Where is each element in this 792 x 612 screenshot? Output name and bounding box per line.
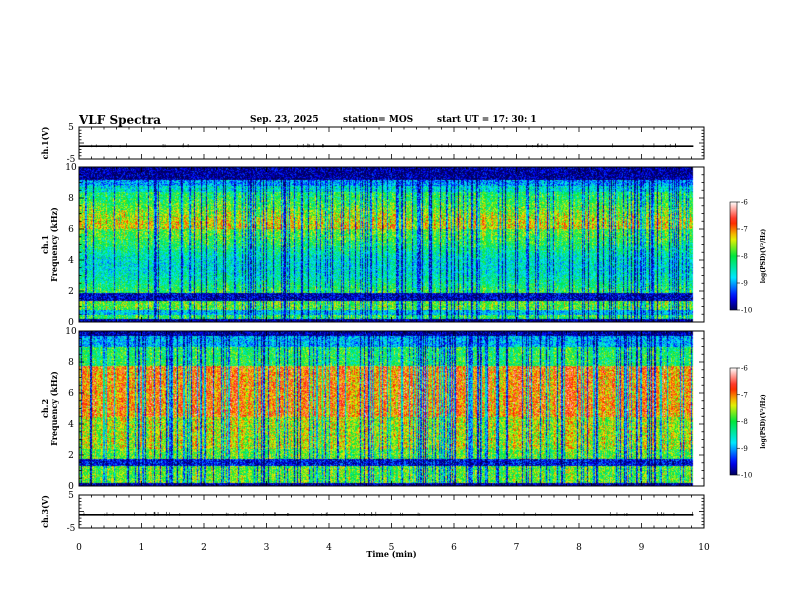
ch2-spectrogram-colorbar-tick-label: -7	[741, 391, 748, 399]
x-tick-label: 9	[639, 543, 645, 553]
ch1-spectrogram-ylabel: ch.1	[40, 235, 50, 254]
figure-title: VLF Spectra	[79, 113, 162, 127]
ch2-spectrogram-ytick-label: 10	[65, 327, 77, 337]
x-tick-label: 6	[451, 543, 457, 553]
x-tick-label: 4	[326, 543, 332, 553]
ch1-spectrogram-ytick-label: 6	[68, 225, 74, 235]
ch2-spectrogram-colorbar-label: log(PSD)(V²/Hz)	[760, 394, 767, 449]
ch1-spectrogram-ytick-label: 10	[65, 163, 77, 173]
x-tick-label: 0	[76, 543, 82, 553]
ch1-spectrogram-colorbar-tick-label: -6	[741, 199, 748, 207]
ch2-spectrogram-ytick-label: 0	[68, 482, 74, 492]
axes-layer	[78, 126, 740, 529]
x-tick-label: 5	[389, 543, 395, 553]
ch1-spectrogram-ytick-label: 4	[68, 256, 74, 266]
ch1-spectrogram-ytick-label: 8	[68, 194, 74, 204]
x-tick-label: 10	[698, 543, 710, 553]
ch1-spectrogram-image	[79, 167, 704, 322]
ch1-spectrogram-colorbar-tick-label: -10	[741, 307, 752, 315]
ch1-waveform-ytick-label: -5	[67, 155, 76, 165]
ch2-spectrogram-colorbar-tick-label: -10	[741, 472, 752, 480]
ch2-spectrogram-ylabel: ch.2	[40, 399, 50, 418]
ch3-waveform-ylabel: ch.3(V)	[40, 495, 50, 528]
ch1-spectrogram-colorbar-label: log(PSD)(V²/Hz)	[760, 229, 767, 284]
x-tick-label: 2	[201, 543, 207, 553]
ch1-spectrogram-colorbar	[729, 201, 738, 311]
x-tick-label: 7	[514, 543, 520, 553]
ch2-spectrogram-ytick-label: 2	[68, 451, 74, 461]
ch1-spectrogram-colorbar-tick-label: -7	[741, 226, 748, 234]
date-label: Sep. 23, 2025	[250, 115, 319, 125]
ch2-spectrogram-colorbar-tick-label: -9	[741, 445, 748, 453]
ch2-spectrogram-colorbar-tick-label: -8	[741, 418, 748, 426]
ch2-spectrogram-colorbar	[729, 367, 738, 476]
x-axis-label: Time (min)	[366, 549, 416, 559]
ch1-waveform-ylabel: ch.1(V)	[40, 126, 50, 159]
x-tick-label: 3	[264, 543, 270, 553]
ch1-spectrogram-ytick-label: 0	[68, 318, 74, 328]
ch2-spectrogram-colorbar-tick-label: -6	[741, 365, 748, 373]
ch1-spectrogram-ylabel: Frequency (kHz)	[49, 207, 59, 282]
ch1-spectrogram-ytick-label: 2	[68, 287, 74, 297]
ch3-waveform-ytick-label: 5	[68, 491, 74, 501]
ch2-spectrogram-ylabel: Frequency (kHz)	[49, 371, 59, 446]
station-label: station= MOS	[343, 115, 414, 125]
ch1-spectrogram-colorbar-tick-label: -8	[741, 253, 748, 261]
start-time-label: start UT = 17: 30: 1	[437, 115, 537, 125]
ch1-waveform-ytick-label: 5	[68, 123, 74, 133]
x-tick-label: 1	[139, 543, 145, 553]
ch2-spectrogram-ytick-label: 6	[68, 389, 74, 399]
ch2-spectrogram-ytick-label: 4	[68, 420, 74, 430]
ch1-spectrogram-colorbar-tick-label: -9	[741, 280, 748, 288]
ch2-spectrogram-ytick-label: 8	[68, 358, 74, 368]
ch3-waveform-ytick-label: -5	[67, 524, 76, 534]
ch2-spectrogram-image	[79, 331, 704, 486]
plots-layer	[79, 143, 738, 516]
x-tick-label: 8	[576, 543, 582, 553]
